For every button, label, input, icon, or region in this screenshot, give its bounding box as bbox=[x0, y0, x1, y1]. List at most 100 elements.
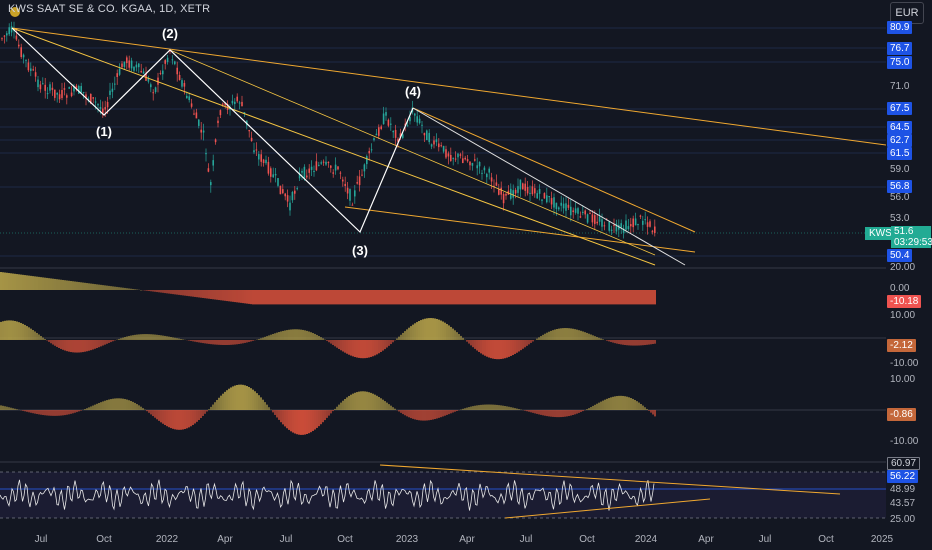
histogram-bar bbox=[150, 410, 152, 415]
histogram-bar bbox=[612, 396, 614, 410]
histogram-bar bbox=[654, 290, 656, 305]
candle-body bbox=[548, 196, 550, 198]
histogram-bar bbox=[112, 340, 114, 342]
histogram-bar bbox=[372, 393, 374, 410]
histogram-bar bbox=[280, 410, 282, 423]
histogram-bar bbox=[328, 290, 330, 305]
candle-body bbox=[558, 207, 560, 210]
candle-body bbox=[380, 126, 382, 129]
histogram-bar bbox=[6, 406, 8, 410]
histogram-bar bbox=[540, 336, 542, 340]
ind1-tick: 10.00 bbox=[890, 310, 916, 321]
histogram-bar bbox=[542, 334, 544, 340]
candle-body bbox=[152, 92, 154, 94]
candle-body bbox=[296, 188, 298, 190]
candle-body bbox=[30, 68, 32, 71]
histogram-bar bbox=[582, 410, 584, 412]
histogram-bar bbox=[22, 323, 24, 340]
candle-body bbox=[493, 185, 495, 187]
histogram-bar bbox=[422, 410, 424, 421]
histogram-bar bbox=[536, 290, 538, 305]
price-axis[interactable]: 80.9 76.7 75.0 71.0 67.5 64.5 62.7 61.5 … bbox=[886, 0, 932, 550]
histogram-bar bbox=[470, 340, 472, 346]
candle-body bbox=[498, 189, 500, 195]
histogram-bar bbox=[156, 290, 158, 293]
candle-body bbox=[550, 198, 553, 205]
candle-body bbox=[198, 119, 200, 126]
price-tick: 53.0 bbox=[890, 213, 910, 224]
candle-body bbox=[495, 182, 498, 186]
histogram-bar bbox=[308, 410, 310, 434]
histogram-bar bbox=[422, 319, 424, 340]
long-resistance-line bbox=[11, 27, 886, 146]
histogram-bar bbox=[484, 340, 486, 356]
histogram-bar bbox=[544, 410, 546, 416]
histogram-bar bbox=[188, 410, 190, 428]
histogram-bar bbox=[490, 340, 492, 359]
histogram-bar bbox=[524, 340, 526, 348]
histogram-bar bbox=[522, 290, 524, 305]
histogram-bar bbox=[388, 404, 390, 410]
histogram-bar bbox=[474, 405, 476, 410]
histogram-bar bbox=[274, 333, 276, 340]
histogram-bar bbox=[420, 290, 422, 305]
histogram-bar bbox=[532, 340, 534, 342]
histogram-bar bbox=[622, 340, 624, 345]
histogram-bar bbox=[150, 290, 152, 292]
histogram-bar bbox=[366, 340, 368, 358]
histogram-bar bbox=[528, 290, 530, 305]
histogram-bar bbox=[42, 337, 44, 340]
histogram-bar bbox=[4, 406, 6, 410]
histogram-bar bbox=[222, 393, 224, 410]
candle-body bbox=[474, 159, 476, 161]
histogram-bar bbox=[640, 340, 642, 346]
candle-body bbox=[378, 127, 380, 136]
histogram-bar bbox=[92, 340, 94, 350]
candle-body bbox=[205, 153, 207, 155]
candle-body bbox=[392, 130, 394, 133]
candle-body bbox=[265, 159, 267, 164]
price-chart[interactable] bbox=[0, 0, 886, 550]
histogram-bar bbox=[260, 397, 262, 410]
histogram-bar bbox=[244, 385, 246, 410]
histogram-bar bbox=[530, 290, 532, 305]
histogram-bar bbox=[132, 288, 134, 290]
histogram-bar bbox=[318, 335, 320, 340]
histogram-bar bbox=[180, 290, 182, 296]
histogram-bar bbox=[630, 340, 632, 346]
histogram-bar bbox=[376, 395, 378, 410]
histogram-bar bbox=[310, 290, 312, 305]
histogram-bar bbox=[392, 290, 394, 305]
histogram-bar bbox=[542, 290, 544, 305]
histogram-bar bbox=[622, 290, 624, 305]
histogram-bar bbox=[74, 410, 76, 413]
candle-body bbox=[454, 158, 457, 160]
histogram-bar bbox=[378, 290, 380, 305]
histogram-bar bbox=[220, 340, 222, 345]
candle-body bbox=[327, 161, 330, 164]
candle-body bbox=[224, 102, 226, 106]
histogram-bar bbox=[86, 408, 88, 410]
histogram-bar bbox=[56, 410, 58, 416]
histogram-bar bbox=[268, 335, 270, 340]
histogram-bar bbox=[626, 396, 628, 410]
histogram-bar bbox=[380, 398, 382, 410]
histogram-bar bbox=[212, 340, 214, 345]
candle-body bbox=[620, 223, 622, 228]
candle-body bbox=[39, 84, 42, 90]
histogram-bar bbox=[50, 410, 52, 416]
symbol-title[interactable]: KWS SAAT SE & CO. KGAA, 1D, XETR bbox=[8, 3, 211, 15]
histogram-bar bbox=[428, 290, 430, 305]
candle-body bbox=[644, 219, 646, 221]
histogram-bar bbox=[10, 320, 12, 340]
histogram-bar bbox=[278, 332, 280, 340]
histogram-bar bbox=[412, 290, 414, 305]
histogram-bar bbox=[638, 340, 640, 346]
time-axis[interactable]: Jul Oct 2022 Apr Jul Oct 2023 Apr Jul Oc… bbox=[0, 530, 894, 550]
candle-body bbox=[258, 154, 260, 160]
candle-body bbox=[178, 74, 181, 80]
candle-body bbox=[560, 202, 562, 206]
histogram-bar bbox=[542, 410, 544, 416]
histogram-bar bbox=[276, 290, 278, 305]
candle-body bbox=[608, 221, 610, 231]
